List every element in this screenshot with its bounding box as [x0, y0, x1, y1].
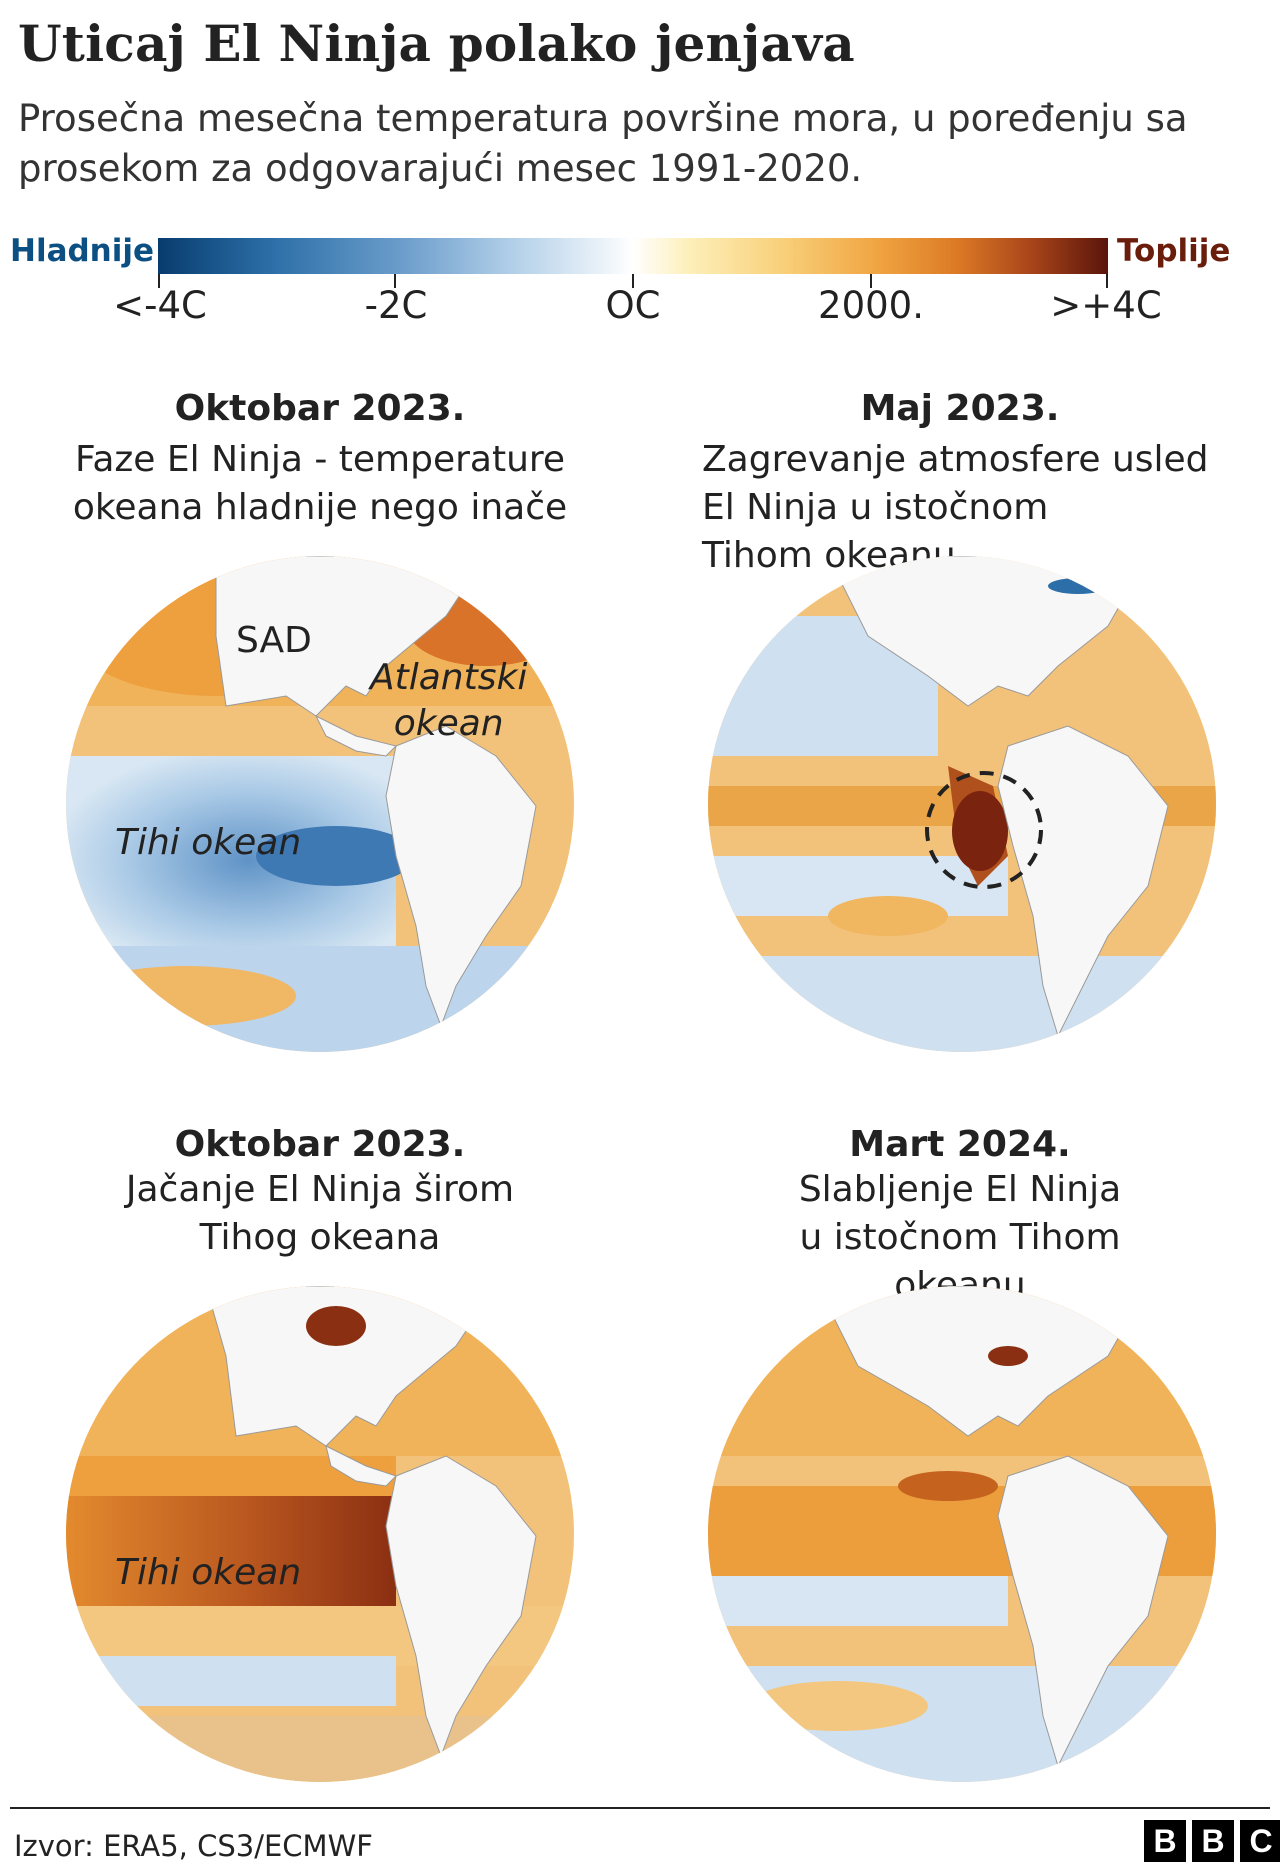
panel-2-description: Zagrevanje atmosfere usled El Ninja u is… [702, 439, 1209, 576]
bbc-logo: B B C [1144, 1820, 1280, 1862]
globe-panel-1 [66, 556, 574, 1052]
legend-tick-mark [394, 274, 396, 288]
bbc-logo-letter: B [1192, 1820, 1234, 1862]
panel-3-description: Jačanje El Ninja širom Tihog okeana [125, 1169, 515, 1258]
legend-warm-label: Toplije [1117, 233, 1231, 269]
bbc-logo-letter: B [1144, 1820, 1186, 1862]
label-pacific-ocean: Tihi okean [115, 1552, 302, 1593]
label-atlantic-ocean: Atlantski okean [370, 657, 528, 744]
legend-color-bar [158, 238, 1108, 274]
legend-tick-mark [632, 274, 634, 288]
el-nino-highlight-circle [925, 771, 1043, 889]
panel-4-heading: Mart 2024. [849, 1124, 1071, 1165]
label-usa: SAD [236, 620, 312, 661]
panel-3-heading: Oktobar 2023. [174, 1124, 466, 1165]
panel-1-heading: Oktobar 2023. [174, 388, 466, 429]
legend-tick-mark [1106, 274, 1108, 288]
panel-4-description: Slabljenje El Ninja u istočnom Tihom oke… [798, 1169, 1122, 1306]
chart-subtitle: Prosečna mesečna temperatura površine mo… [18, 97, 1188, 190]
globe-panel-2 [708, 556, 1216, 1052]
legend-tick-label: OC [605, 284, 661, 327]
legend-tick-label: -2C [364, 284, 428, 327]
globe-panel-4 [708, 1286, 1216, 1782]
globe-panel-3 [66, 1286, 574, 1782]
legend-cold-label: Hladnije [10, 233, 155, 269]
panel-1-description: Faze El Ninja - temperature okeana hladn… [72, 439, 568, 528]
footer-divider [10, 1807, 1270, 1809]
chart-title: Uticaj El Ninja polako jenjava [18, 14, 855, 73]
label-pacific-ocean: Tihi okean [115, 822, 302, 863]
legend-tick-label: 2000. [818, 284, 924, 327]
legend-tick-mark [158, 274, 160, 288]
legend-tick-label: <-4C [113, 284, 207, 327]
legend-tick-label: >+4C [1050, 284, 1162, 327]
legend-tick-mark [870, 274, 872, 288]
panel-2-heading: Maj 2023. [860, 388, 1060, 429]
bbc-logo-letter: C [1240, 1820, 1280, 1862]
source-credit: Izvor: ERA5, CS3/ECMWF [14, 1829, 373, 1863]
